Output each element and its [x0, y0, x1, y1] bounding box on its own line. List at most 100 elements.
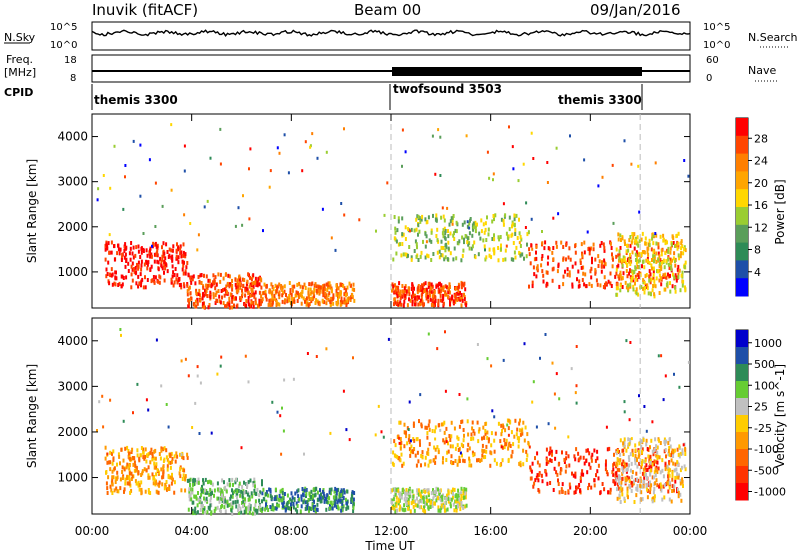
- power-cell: [418, 229, 421, 234]
- power-cell: [184, 254, 187, 259]
- velocity-cell: [645, 472, 647, 477]
- velocity-cell: [282, 504, 284, 508]
- velocity-cell: [459, 451, 462, 455]
- power-cell: [662, 238, 665, 243]
- power-cell: [186, 289, 189, 294]
- power-cell: [541, 241, 544, 246]
- velocity-cell: [252, 481, 255, 486]
- velocity-cell: [569, 485, 572, 490]
- power-cell: [244, 293, 247, 298]
- velocity-cell: [254, 499, 257, 504]
- power-cell: [404, 284, 407, 289]
- power-cell: [427, 299, 430, 304]
- power-cell: [629, 284, 632, 289]
- velocity-cell: [425, 425, 428, 430]
- velocity-cell: [183, 468, 186, 473]
- velocity-cell: [220, 505, 223, 510]
- power-cell: [117, 243, 120, 248]
- velocity-cell: [339, 494, 342, 499]
- power-cell: [242, 284, 245, 288]
- power-cell: [351, 293, 354, 298]
- power-cell: [271, 295, 274, 300]
- velocity-cell: [510, 454, 513, 459]
- velocity-colorbar-swatch: [736, 415, 748, 433]
- power-cell: [142, 247, 145, 252]
- velocity-cell: [126, 462, 129, 467]
- velocity-cell: [313, 506, 316, 511]
- power-cell: [298, 294, 301, 299]
- velocity-cell: [484, 429, 487, 433]
- velocity-cell: [515, 432, 518, 437]
- velocity-cell: [644, 458, 647, 463]
- velocity-cell: [427, 423, 430, 428]
- velocity-cell: [202, 490, 205, 495]
- velocity-cell: [140, 446, 143, 450]
- power-cell: [474, 225, 477, 230]
- power-cell: [219, 272, 222, 277]
- power-cell: [643, 290, 646, 295]
- velocity-cell: [207, 505, 210, 510]
- power-cell: [679, 254, 682, 259]
- power-cell: [293, 284, 296, 289]
- velocity-cell: [638, 441, 641, 446]
- velocity-cell: [476, 458, 478, 463]
- power-cell: [346, 298, 349, 303]
- power-cell: [415, 227, 418, 232]
- power-cell: [431, 302, 434, 307]
- power-cell: [179, 282, 182, 287]
- velocity-cell: [280, 452, 283, 456]
- velocity-cell: [466, 397, 469, 401]
- power-cell: [642, 278, 645, 283]
- velocity-cell: [449, 504, 452, 509]
- velocity-cell: [675, 467, 678, 472]
- power-cell: [157, 260, 160, 265]
- velocity-cell: [312, 494, 314, 499]
- velocity-cell: [554, 456, 557, 461]
- power-colorbar-swatch: [736, 278, 748, 297]
- power-cell: [252, 304, 255, 309]
- velocity-cell: [536, 460, 539, 465]
- power-cell: [599, 243, 602, 248]
- power-cell: [654, 232, 657, 235]
- velocity-cell: [671, 473, 674, 478]
- power-cell: [416, 214, 419, 219]
- velocity-cell: [665, 465, 668, 470]
- power-cell: [394, 226, 397, 231]
- velocity-cell: [672, 461, 675, 466]
- velocity-cell: [392, 450, 395, 455]
- velocity-cell: [300, 497, 303, 502]
- velocity-cell: [155, 489, 158, 494]
- velocity-cell: [261, 499, 263, 504]
- velocity-cell: [676, 460, 679, 465]
- power-cell: [555, 244, 558, 249]
- power-cell: [317, 285, 320, 290]
- power-cell: [655, 233, 658, 238]
- velocity-cell: [549, 481, 552, 485]
- velocity-cell: [504, 428, 507, 433]
- power-cell: [636, 253, 639, 258]
- power-cell: [674, 244, 676, 248]
- velocity-cell: [452, 461, 455, 465]
- velocity-cell: [138, 483, 141, 488]
- velocity-cell: [646, 487, 649, 492]
- velocity-cell: [452, 487, 454, 492]
- power-cell: [646, 250, 649, 255]
- velocity-cell: [490, 443, 493, 448]
- power-cell: [219, 127, 222, 131]
- power-cell: [187, 272, 190, 277]
- sky-right-tick-bottom: 10^0: [703, 40, 730, 51]
- velocity-cell: [665, 454, 667, 459]
- power-cell: [684, 285, 686, 290]
- power-cell: [161, 204, 164, 208]
- power-cell: [340, 202, 343, 205]
- velocity-cell: [226, 500, 229, 505]
- velocity-cell: [507, 433, 510, 437]
- velocity-colorbar-swatch: [736, 432, 748, 450]
- velocity-cell: [640, 439, 643, 444]
- power-cell: [409, 298, 412, 303]
- power-cell: [674, 285, 677, 290]
- velocity-cell: [518, 461, 521, 466]
- velocity-cell: [445, 437, 448, 442]
- power-cell: [541, 230, 543, 233]
- velocity-cell: [174, 459, 177, 464]
